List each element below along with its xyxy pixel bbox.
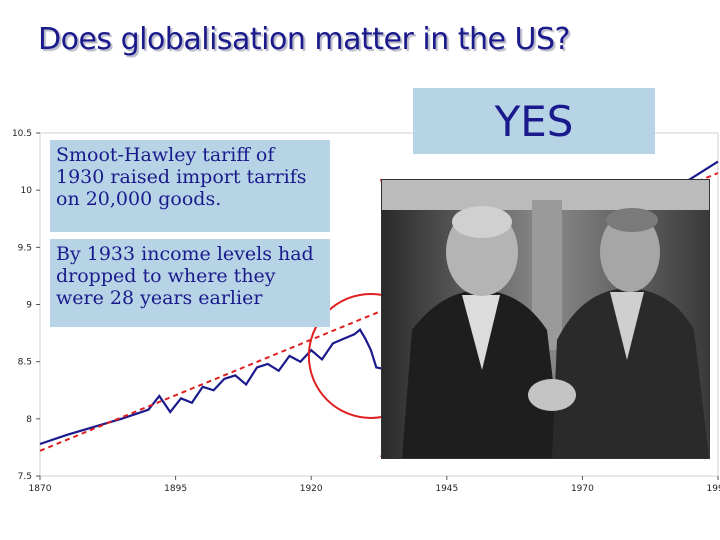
y-tick-label: 10 xyxy=(21,186,33,196)
y-tick-label: 8 xyxy=(26,415,32,425)
y-tick-label: 8.5 xyxy=(18,358,32,368)
y-tick-label: 9.5 xyxy=(18,243,32,253)
y-tick-label: 9 xyxy=(26,301,32,311)
y-tick-label: 7.5 xyxy=(18,472,32,482)
two-men-shaking-hands-photo xyxy=(381,179,710,459)
y-tick-label: 10.5 xyxy=(12,129,32,139)
x-tick-label: 1920 xyxy=(300,484,323,494)
x-tick-label: 1945 xyxy=(435,484,458,494)
x-tick-label: 1970 xyxy=(571,484,594,494)
slide-title: Does globalisation matter in the US? xyxy=(38,22,570,57)
yes-callout: YES xyxy=(413,88,655,154)
income-drop-note: By 1933 income levels had dropped to whe… xyxy=(50,239,330,327)
tariff-note: Smoot-Hawley tariff of 1930 raised impor… xyxy=(50,140,330,232)
x-tick-label: 1870 xyxy=(29,484,52,494)
x-tick-label: 1895 xyxy=(164,484,187,494)
x-tick-label: 1995 xyxy=(707,484,720,494)
